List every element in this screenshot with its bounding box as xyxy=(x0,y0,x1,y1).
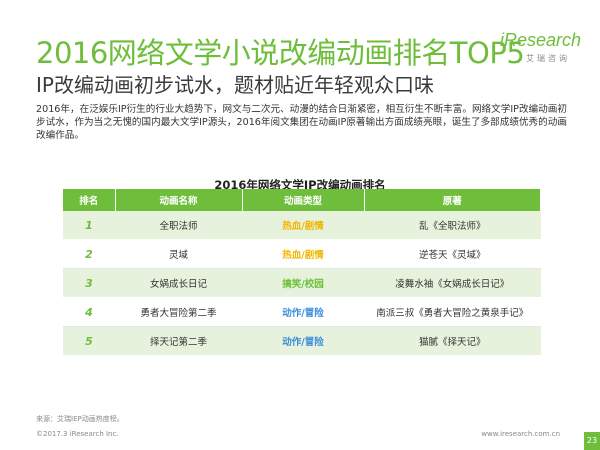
anime-genre-cell: 热血/剧情 xyxy=(242,239,364,269)
iresearch-logo: iResearch 艾瑞咨询 xyxy=(500,30,582,64)
table-title: 2016年网络文学IP改编动画排名 xyxy=(214,178,386,192)
anime-genre-cell: 热血/剧情 xyxy=(242,211,364,240)
header-original-work: 原著 xyxy=(364,189,541,211)
table-header-row: 排名 动画名称 动画类型 原著 xyxy=(63,189,541,211)
intro-paragraph: 2016年，在泛娱乐IP衍生的行业大趋势下，网文与二次元、动漫的结合日渐紧密，相… xyxy=(36,104,567,141)
page-subtitle: IP改编动画初步试水，题材贴近年轻观众口味 xyxy=(36,73,434,97)
header-anime-name: 动画名称 xyxy=(115,189,243,211)
header-rank: 排名 xyxy=(63,189,116,211)
table-row: 4 勇者大冒险第二季 动作/冒险 南派三叔《勇者大冒险之黄泉手记》 xyxy=(63,297,541,327)
anime-genre-cell: 动作/冒险 xyxy=(242,326,364,356)
original-work-cell: 猫腻《择天记》 xyxy=(364,326,541,356)
anime-name-cell: 女娲成长日记 xyxy=(115,268,242,298)
anime-genre-cell: 动作/冒险 xyxy=(242,297,364,327)
table-row: 2 灵域 热血/剧情 逆苍天《灵域》 xyxy=(63,239,541,269)
original-work-cell: 乱《全职法师》 xyxy=(364,211,541,240)
logo-text: iResearch xyxy=(500,30,582,50)
rank-cell: 4 xyxy=(63,297,115,327)
rank-cell: 1 xyxy=(63,211,115,240)
anime-name-cell: 全职法师 xyxy=(115,211,242,240)
page-number-badge: 23 xyxy=(584,432,600,450)
source-note: 来源：艾瑞IEP动画热度榜。 xyxy=(36,415,124,423)
rank-cell: 3 xyxy=(63,268,115,298)
website-link[interactable]: www.iresearch.com.cn xyxy=(481,430,560,438)
anime-name-cell: 灵域 xyxy=(115,239,242,269)
rank-cell: 5 xyxy=(63,326,115,356)
original-work-cell: 逆苍天《灵域》 xyxy=(364,239,541,269)
anime-name-cell: 择天记第二季 xyxy=(115,326,242,356)
page-title: 2016网络文学小说改编动画排名TOP5 xyxy=(36,36,525,70)
table-row: 3 女娲成长日记 搞笑/校园 凌舞水袖《女娲成长日记》 xyxy=(63,268,541,298)
anime-genre-cell: 搞笑/校园 xyxy=(242,268,364,298)
original-work-cell: 凌舞水袖《女娲成长日记》 xyxy=(364,268,541,298)
anime-name-cell: 勇者大冒险第二季 xyxy=(115,297,242,327)
header-anime-genre: 动画类型 xyxy=(242,189,365,211)
copyright-text: ©2017.3 iResearch Inc. xyxy=(36,430,119,438)
ranking-table: 排名 动画名称 动画类型 原著 1 全职法师 热血/剧情 乱《全职法师》 2 灵… xyxy=(63,189,541,356)
original-work-cell: 南派三叔《勇者大冒险之黄泉手记》 xyxy=(364,297,541,327)
table-row: 5 择天记第二季 动作/冒险 猫腻《择天记》 xyxy=(63,326,541,356)
table-row: 1 全职法师 热血/剧情 乱《全职法师》 xyxy=(63,211,541,240)
logo-subtext: 艾瑞咨询 xyxy=(526,54,570,63)
rank-cell: 2 xyxy=(63,239,115,269)
